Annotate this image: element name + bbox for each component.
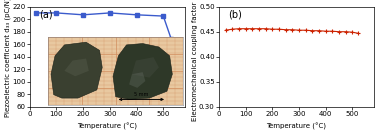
Y-axis label: Electromechanical coupling factor kₜ: Electromechanical coupling factor kₜ: [192, 0, 198, 121]
X-axis label: Temperature (°C): Temperature (°C): [77, 123, 137, 130]
Text: (a): (a): [39, 10, 53, 20]
Text: (b): (b): [228, 10, 242, 20]
X-axis label: Temperature (°C): Temperature (°C): [266, 123, 326, 130]
Y-axis label: Piezoelectric coefficient d₃₃ (pC/N): Piezoelectric coefficient d₃₃ (pC/N): [4, 0, 11, 117]
